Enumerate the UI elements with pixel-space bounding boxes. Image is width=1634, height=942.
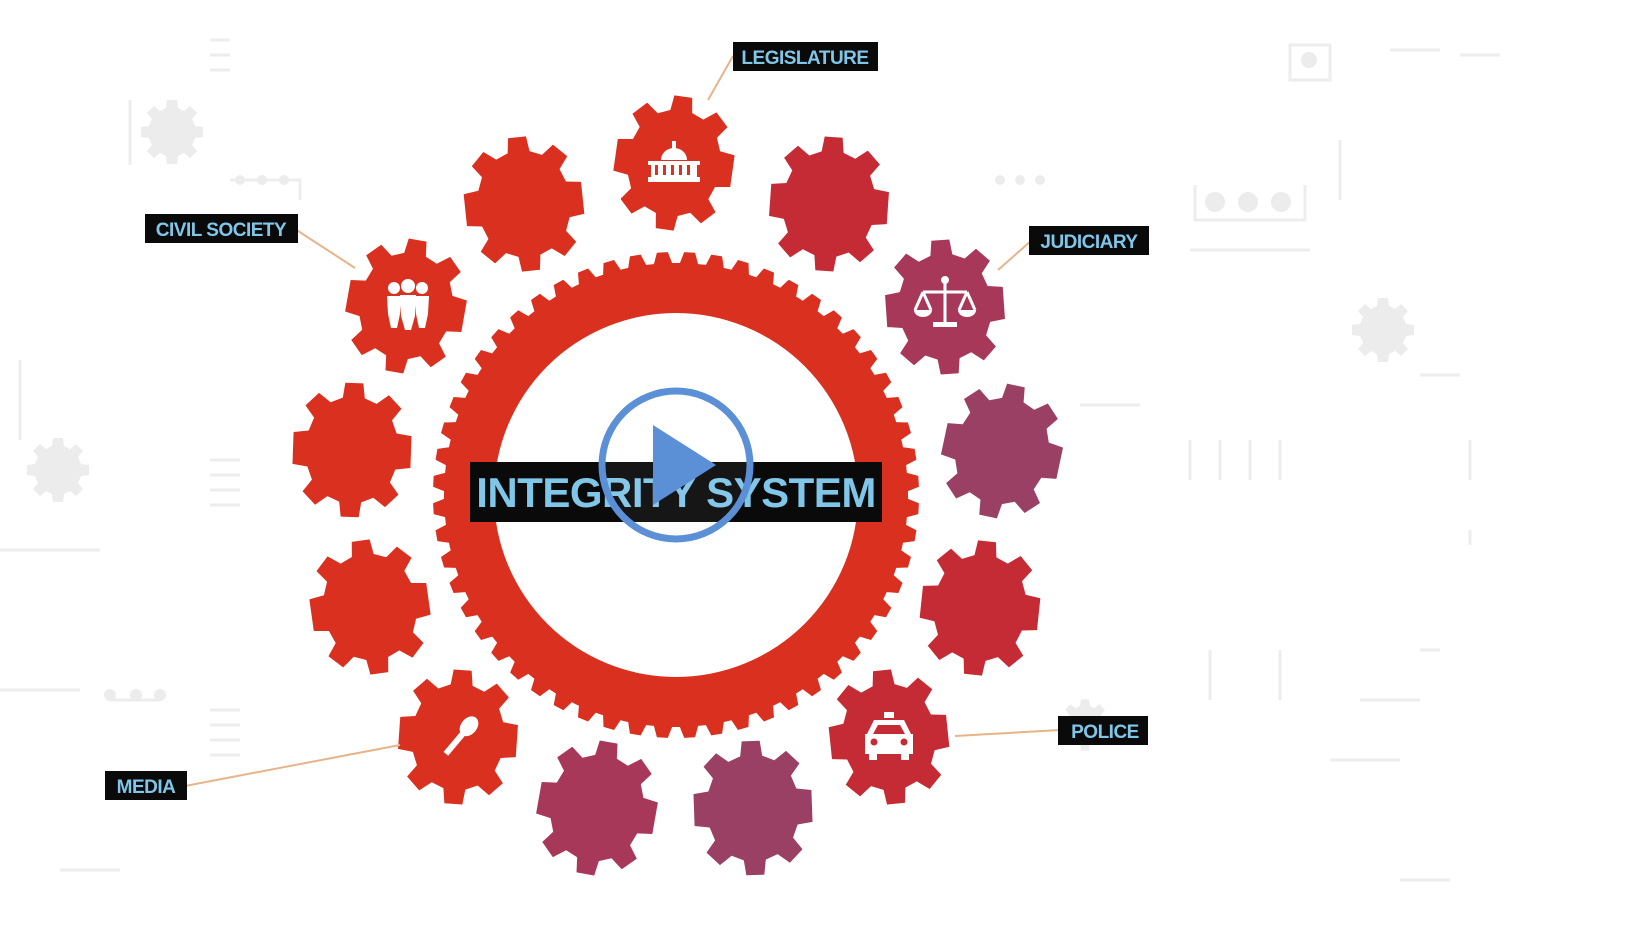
label-judiciary-text: JUDICIARY — [1040, 232, 1138, 253]
label-legislature-text: LEGISLATURE — [741, 48, 868, 69]
circuit-dots — [104, 52, 1317, 701]
label-legislature: LEGISLATURE — [733, 42, 878, 71]
gear-left-middle — [290, 380, 414, 520]
scales-of-justice-icon — [913, 276, 977, 327]
gear-right-lower — [914, 535, 1046, 681]
play-icon — [653, 425, 716, 505]
gear-upper-left — [458, 131, 590, 277]
label-media-text: MEDIA — [117, 777, 177, 798]
microphone-icon — [443, 716, 479, 756]
connector-lines — [184, 55, 1061, 787]
label-judiciary: JUDICIARY — [1029, 226, 1149, 255]
people-group-icon — [387, 279, 429, 330]
label-media: MEDIA — [105, 771, 187, 800]
label-police-text: POLICE — [1071, 722, 1139, 743]
label-civil-society-text: CIVIL SOCIETY — [156, 220, 287, 241]
label-police: POLICE — [1058, 716, 1148, 745]
gear-left-lower — [302, 532, 438, 682]
gear-bottom-right — [691, 738, 815, 878]
label-civil-society: CIVIL SOCIETY — [145, 214, 298, 243]
gear-upper-right — [765, 133, 893, 275]
play-button[interactable] — [598, 387, 754, 543]
police-car-icon — [865, 712, 913, 760]
gear-right-middle — [930, 373, 1074, 529]
capitol-building-icon — [648, 141, 700, 182]
circuit-background — [0, 38, 1500, 882]
gear-bottom-left — [527, 731, 667, 885]
